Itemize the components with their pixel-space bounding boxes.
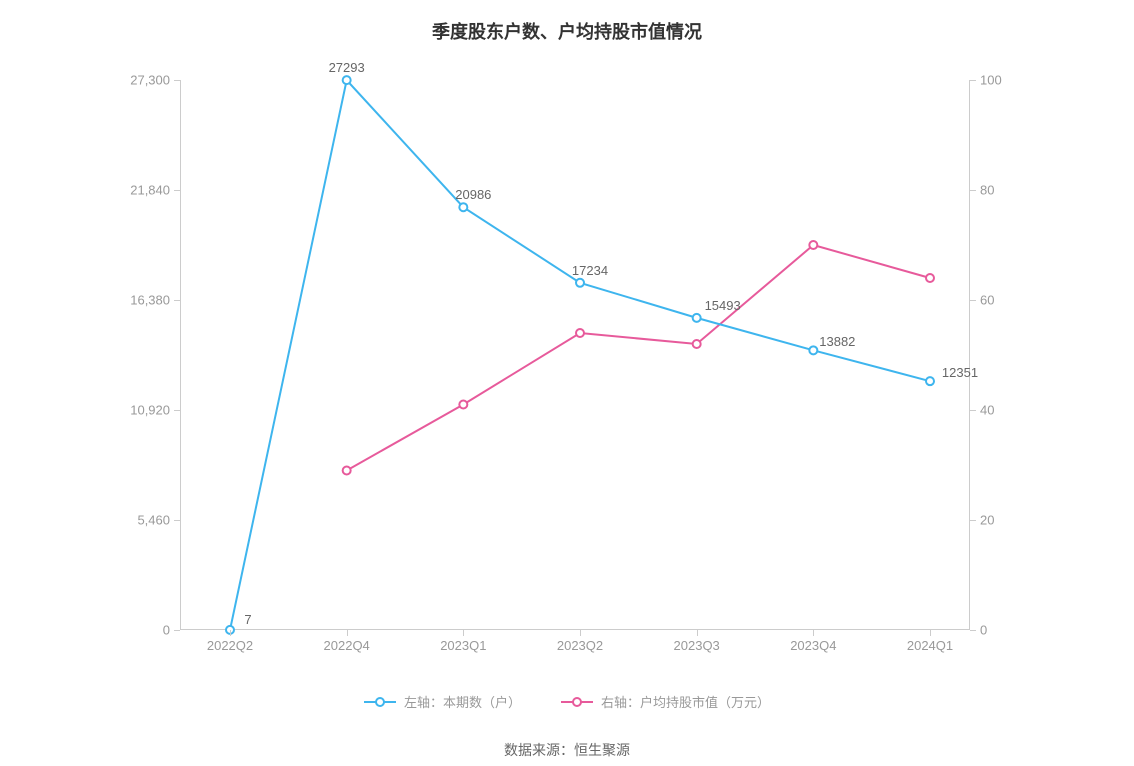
series-line [230,80,930,630]
data-point[interactable] [809,241,817,249]
y-right-tick [970,300,976,301]
y-right-label: 40 [980,403,994,418]
y-left-label: 0 [163,623,170,638]
x-tick [230,630,231,636]
data-point[interactable] [809,346,817,354]
data-label: 27293 [329,60,365,75]
y-left-tick [174,410,180,411]
y-right-label: 80 [980,183,994,198]
data-point[interactable] [343,467,351,475]
data-label: 15493 [705,298,741,313]
y-left-tick [174,520,180,521]
legend-swatch-1 [364,695,396,709]
data-source-label: 数据来源：恒生聚源 [0,740,1134,760]
legend-label-1: 左轴：本期数（户） [404,692,521,711]
x-label: 2022Q4 [324,638,370,653]
chart-container: 季度股东户数、户均持股市值情况 05,46010,92016,38021,840… [0,0,1134,766]
x-label: 2022Q2 [207,638,253,653]
x-tick [580,630,581,636]
y-right-tick [970,410,976,411]
y-left-tick [174,190,180,191]
data-label: 17234 [572,263,608,278]
x-label: 2024Q1 [907,638,953,653]
y-right-tick [970,630,976,631]
legend-label-2: 右轴：户均持股市值（万元） [601,692,770,711]
y-left-tick [174,300,180,301]
data-point[interactable] [576,329,584,337]
data-point[interactable] [459,401,467,409]
y-right-label: 0 [980,623,987,638]
y-right-label: 60 [980,293,994,308]
data-point[interactable] [693,314,701,322]
y-right-tick [970,520,976,521]
legend-dot-icon [375,697,385,707]
data-label: 12351 [942,365,978,380]
data-point[interactable] [693,340,701,348]
x-label: 2023Q1 [440,638,486,653]
y-left-label: 10,920 [130,403,170,418]
x-tick [697,630,698,636]
y-right-label: 20 [980,513,994,528]
y-left-tick [174,80,180,81]
y-right-tick [970,80,976,81]
y-left-label: 27,300 [130,73,170,88]
data-point[interactable] [576,279,584,287]
chart-legend: 左轴：本期数（户） 右轴：户均持股市值（万元） [0,692,1134,711]
legend-item-series-2[interactable]: 右轴：户均持股市值（万元） [561,692,770,711]
data-label: 13882 [819,334,855,349]
y-right-tick [970,190,976,191]
x-label: 2023Q4 [790,638,836,653]
y-left-label: 16,380 [130,293,170,308]
x-tick [347,630,348,636]
x-tick [930,630,931,636]
data-point[interactable] [459,203,467,211]
y-left-label: 21,840 [130,183,170,198]
x-label: 2023Q2 [557,638,603,653]
data-label: 20986 [455,187,491,202]
chart-plot: 05,46010,92016,38021,84027,3000204060801… [180,80,970,630]
y-left-label: 5,460 [137,513,170,528]
chart-title: 季度股东户数、户均持股市值情况 [0,18,1134,44]
chart-svg [180,80,970,630]
legend-swatch-2 [561,695,593,709]
legend-item-series-1[interactable]: 左轴：本期数（户） [364,692,521,711]
y-right-label: 100 [980,73,1002,88]
x-tick [463,630,464,636]
x-tick [813,630,814,636]
x-label: 2023Q3 [674,638,720,653]
legend-dot-icon [572,697,582,707]
data-point[interactable] [926,377,934,385]
y-left-tick [174,630,180,631]
data-point[interactable] [343,76,351,84]
data-point[interactable] [926,274,934,282]
data-label: 7 [244,612,251,627]
